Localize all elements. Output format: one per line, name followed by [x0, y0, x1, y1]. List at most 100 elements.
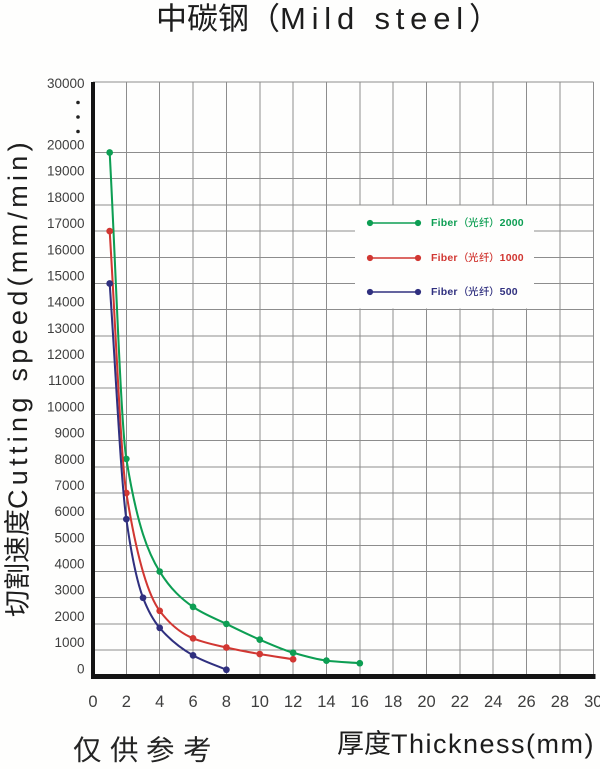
hanzi-glyph	[147, 735, 174, 763]
hanzi-glyph	[468, 286, 479, 296]
data-point	[189, 652, 197, 659]
y-tick-label: 17000	[47, 216, 85, 231]
latin-text-run: Fiber	[431, 217, 458, 230]
y-tick-label: 1000	[54, 635, 84, 650]
y-tick-label: 3000	[54, 583, 84, 598]
x-tick-label: 6	[189, 693, 198, 711]
data-point	[156, 568, 164, 575]
data-point	[189, 603, 197, 611]
y-tick-label: 11000	[48, 373, 85, 388]
y-tick-label: 6000	[54, 504, 84, 519]
data-point	[256, 636, 264, 643]
hanzi-glyph	[470, 2, 479, 32]
x-tick-label: 2	[122, 693, 131, 711]
data-point	[189, 634, 197, 642]
x-tick-label: 24	[484, 693, 502, 711]
data-point	[156, 624, 164, 632]
data-point	[123, 455, 130, 463]
legend-label: Fiber 2000	[431, 217, 524, 229]
y-tick-label: 13000	[47, 321, 85, 336]
y-tick-label: 2000	[54, 609, 84, 624]
x-tick-label: 20	[417, 693, 435, 711]
hanzi-glyph	[478, 217, 489, 228]
hanzi-glyph	[4, 564, 30, 589]
y-tick-label: 15000	[47, 268, 85, 283]
legend-marker	[366, 288, 422, 295]
y-tick-label: 7000	[54, 478, 84, 493]
data-point	[106, 149, 114, 156]
y-tick-label: 12000	[47, 347, 85, 362]
latin-text-run: 2000	[499, 217, 524, 230]
data-point	[106, 280, 114, 287]
x-tick-label: 10	[251, 693, 269, 711]
legend-item: Fiber 2000	[363, 215, 524, 229]
legend-label: Fiber 500	[431, 286, 518, 298]
x-tick-label: 4	[155, 693, 164, 711]
y-tick-label: 10000	[47, 399, 85, 414]
hanzi-glyph	[464, 285, 468, 297]
data-point	[323, 657, 330, 664]
x-tick-label: 26	[517, 693, 535, 711]
data-point	[356, 659, 364, 667]
x-tick-label: 16	[351, 693, 369, 711]
chart-title: Mild steel	[156, 1, 500, 37]
data-point	[289, 649, 297, 657]
legend-item: Fiber 500	[363, 283, 518, 298]
series-fiber-2000	[106, 149, 364, 667]
data-point	[156, 607, 164, 615]
x-tick-label: 0	[88, 693, 97, 711]
data-point	[256, 650, 264, 658]
latin-text-run: Mild steel	[280, 1, 469, 36]
series-fiber-500	[106, 280, 230, 674]
x-axis-title: Thickness(mm)	[337, 729, 595, 760]
hanzi-glyph	[270, 2, 279, 32]
legend-item: Fiber 1000	[363, 249, 524, 264]
axes	[90, 82, 596, 679]
y-tick-label: 0	[77, 661, 85, 676]
legend-marker	[366, 254, 422, 261]
hanzi-glyph	[489, 251, 493, 263]
y-tick-label: 16000	[47, 242, 85, 257]
y-tick-labels: 3000020000190001800017000160001500014000…	[47, 76, 85, 676]
gridlines	[93, 81, 594, 677]
data-point	[139, 594, 147, 602]
hanzi-glyph	[4, 537, 29, 562]
hanzi-glyph	[364, 730, 390, 756]
x-tick-label: 8	[222, 693, 231, 711]
hanzi-glyph	[489, 217, 493, 228]
hanzi-glyph	[110, 736, 137, 763]
latin-text-run: Fiber	[431, 251, 458, 264]
x-tick-label: 12	[284, 693, 302, 711]
y-tick-label: 8000	[54, 452, 84, 467]
hanzi-glyph	[489, 285, 493, 297]
x-tick-label: 30	[584, 693, 600, 711]
x-tick-label: 22	[451, 693, 469, 711]
hanzi-glyph	[468, 217, 479, 228]
latin-text-run: Fiber	[431, 285, 458, 298]
hanzi-glyph	[218, 3, 247, 32]
y-tick-label: 30000	[47, 76, 85, 91]
data-point	[106, 227, 114, 235]
x-tick-label: 14	[317, 693, 335, 711]
x-tick-label: 18	[384, 693, 402, 711]
footnote-reference-only	[73, 735, 219, 768]
y-tick-label: 14000	[47, 295, 85, 310]
hanzi-glyph	[5, 591, 30, 617]
data-point	[289, 655, 297, 663]
hanzi-glyph	[187, 2, 218, 32]
hanzi-glyph	[73, 736, 101, 763]
y-axis-break-dots	[76, 100, 80, 134]
data-point	[223, 666, 230, 674]
y-tick-label: 4000	[54, 557, 84, 572]
hanzi-glyph	[464, 251, 468, 263]
y-tick-label: 18000	[47, 190, 85, 205]
y-tick-label: 20000	[47, 138, 85, 153]
y-axis-title: Cutting speed(mm/min)	[3, 137, 37, 617]
y-tick-label: 5000	[54, 530, 84, 545]
data-point	[223, 620, 230, 628]
hanzi-glyph	[337, 731, 363, 756]
data-point	[123, 515, 130, 523]
hanzi-glyph	[183, 736, 210, 763]
